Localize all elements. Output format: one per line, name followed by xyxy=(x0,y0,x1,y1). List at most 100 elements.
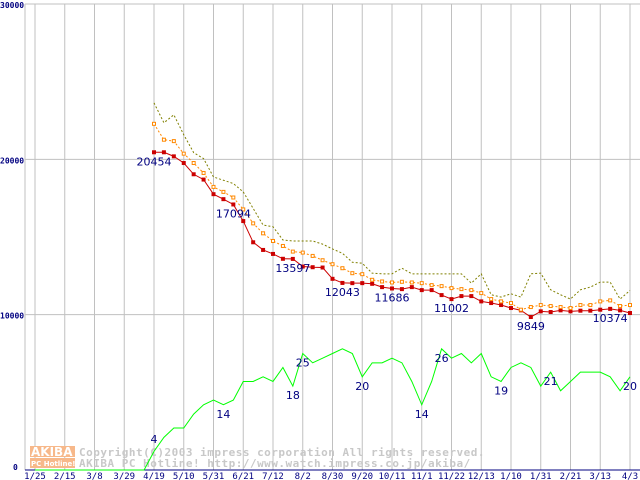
price_min-point xyxy=(241,219,246,224)
data-label: 10374 xyxy=(593,312,628,325)
price_avg-point xyxy=(370,277,375,282)
price_avg-point xyxy=(608,298,613,303)
price_min-point xyxy=(548,310,553,315)
x-tick-label: 11/1 xyxy=(411,472,433,480)
x-tick-label: 2/15 xyxy=(54,472,76,480)
price_min-point xyxy=(350,281,355,286)
price_avg-point xyxy=(489,297,494,302)
data-label: 20454 xyxy=(137,155,172,168)
price_min-point xyxy=(509,306,513,311)
data-label: 11002 xyxy=(434,302,469,315)
price_avg-point xyxy=(538,303,543,308)
data-label: 21 xyxy=(544,375,558,388)
data-label: 20 xyxy=(355,380,369,393)
data-label: 4 xyxy=(151,433,158,446)
watermark: AKIBA PC Hotline! Copyright(C)2003 impre… xyxy=(30,445,485,470)
price_avg-point xyxy=(310,253,315,258)
price_min-point xyxy=(578,308,583,313)
price_min-point xyxy=(499,303,504,308)
price_min-point xyxy=(489,301,494,306)
x-tick-label: 1/31 xyxy=(530,472,552,480)
price_avg-point xyxy=(419,281,424,286)
price_min-point xyxy=(211,192,216,197)
price_min-point xyxy=(439,293,444,298)
data-label: 20 xyxy=(623,380,637,393)
price_avg-point xyxy=(399,279,404,284)
price_min-point xyxy=(429,288,434,293)
price_min-point xyxy=(191,172,196,177)
price_min-point xyxy=(479,299,484,304)
x-tick-label: 2/21 xyxy=(560,472,582,480)
price_avg-point xyxy=(300,250,305,255)
price_avg-point xyxy=(380,279,385,284)
price_avg-point xyxy=(429,283,434,288)
x-tick-label: 1/10 xyxy=(500,472,522,480)
price_avg-point xyxy=(211,184,216,189)
price_avg-point xyxy=(161,137,166,142)
price_avg-point xyxy=(340,266,345,271)
x-tick-label: 5/31 xyxy=(203,472,225,480)
data-label: 12043 xyxy=(325,286,360,299)
y-tick-label: 10000 xyxy=(0,312,24,321)
price_min-point xyxy=(380,285,385,290)
price_min-point xyxy=(598,307,603,312)
price_avg-point xyxy=(459,287,464,292)
price_avg-point xyxy=(390,280,394,285)
price_min-point xyxy=(310,265,315,270)
price_min-point xyxy=(449,297,454,302)
price_avg-point xyxy=(479,291,484,296)
logo-top-bg xyxy=(30,446,75,457)
price_min-point xyxy=(221,197,226,202)
data-label: 9849 xyxy=(517,320,545,333)
y-tick-label: 30000 xyxy=(0,1,24,10)
price_avg-point xyxy=(499,299,504,304)
price_avg-point xyxy=(280,243,285,248)
price_avg-point xyxy=(152,121,156,126)
price_avg-point xyxy=(171,139,176,144)
x-tick-label: 3/29 xyxy=(113,472,135,480)
price_min-point xyxy=(171,154,176,159)
data-label: 26 xyxy=(435,352,449,365)
site-url-text: AKIBA PC Hotline! http://www.watch.impre… xyxy=(79,457,471,470)
price_avg-point xyxy=(528,305,533,310)
price_min-point xyxy=(290,256,295,261)
price_min-point xyxy=(261,247,266,252)
data-labels: 20454 17094 13597 12043 11686 11002 9849 10374 4… xyxy=(137,155,638,446)
price_avg-point xyxy=(469,288,474,293)
price_avg-point xyxy=(231,195,236,200)
y-tick-label: 20000 xyxy=(0,156,24,165)
y-axis-ticks: 0 10000 20000 30000 xyxy=(0,1,24,472)
price_avg-point xyxy=(439,284,444,289)
price_min-point xyxy=(280,256,285,261)
x-tick-label: 4/3 xyxy=(622,472,638,480)
price_avg-point xyxy=(578,303,583,308)
price_min-point xyxy=(568,309,573,314)
price_min-point xyxy=(201,177,206,182)
price_min-point xyxy=(181,161,186,166)
price_min-point xyxy=(558,308,563,313)
price_min-point xyxy=(528,315,533,320)
price_min-point xyxy=(161,150,166,155)
x-tick-label: 12/13 xyxy=(468,472,495,480)
price_min-point xyxy=(399,287,404,292)
price_min-point xyxy=(360,281,365,286)
price_min-point xyxy=(459,294,464,299)
x-tick-label: 10/11 xyxy=(378,472,405,480)
logo-bottom-text: PC Hotline! xyxy=(31,460,75,468)
price_min-point xyxy=(271,251,275,256)
price_min-point xyxy=(390,286,394,291)
price_max-line xyxy=(153,102,631,300)
price_min-point xyxy=(608,306,613,311)
price_avg-point xyxy=(181,151,186,156)
price_avg-point xyxy=(221,189,226,194)
data-label: 17094 xyxy=(216,207,251,220)
price_min-point xyxy=(538,309,543,314)
x-tick-label: 8/30 xyxy=(322,472,344,480)
x-tick-label: 9/20 xyxy=(351,472,373,480)
x-tick-label: 3/8 xyxy=(86,472,102,480)
shops-line xyxy=(35,347,631,471)
price_avg-point xyxy=(588,303,593,308)
price_avg-point xyxy=(598,299,603,304)
grid xyxy=(24,3,640,471)
